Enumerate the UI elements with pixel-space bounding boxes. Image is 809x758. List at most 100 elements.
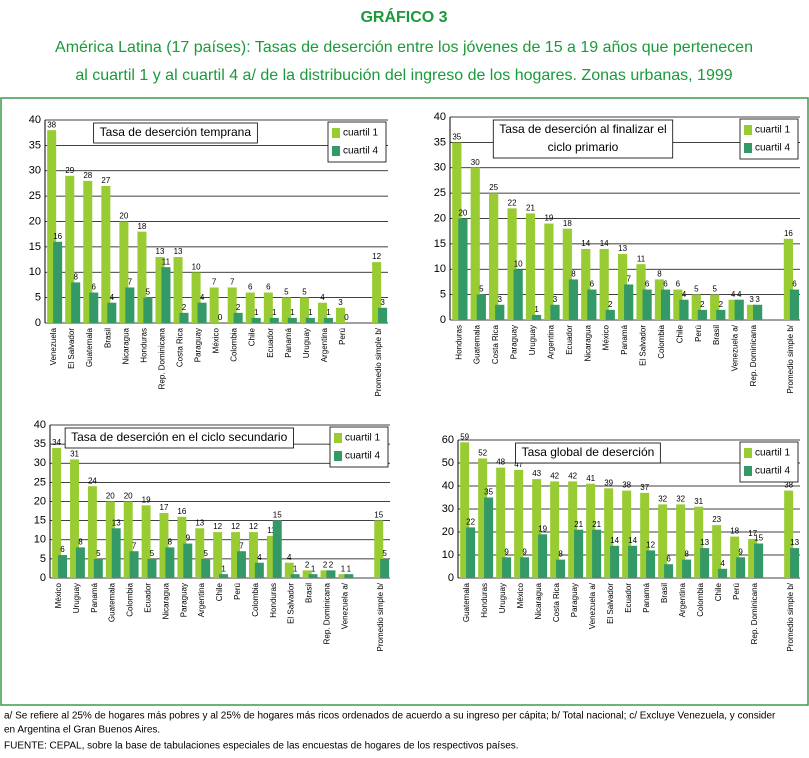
bar [101, 185, 111, 323]
bar [308, 574, 318, 578]
y-tick-label: 10 [29, 266, 41, 278]
data-label: 16 [784, 229, 793, 238]
x-tick-label: Uruguay [498, 583, 507, 613]
data-label: 5 [146, 288, 151, 297]
x-tick-label: Argentina [546, 324, 555, 359]
data-label: 6 [676, 280, 681, 289]
bar [165, 547, 175, 578]
x-tick-label: Colombia [126, 582, 135, 616]
bar [155, 257, 165, 323]
bar [624, 284, 634, 320]
data-label: 43 [532, 469, 541, 478]
data-label: 1 [290, 308, 295, 317]
y-tick-label: 25 [34, 476, 46, 488]
x-tick-label: Honduras [480, 583, 489, 618]
bar [338, 574, 348, 578]
bar [326, 570, 336, 578]
data-label: 27 [101, 176, 110, 185]
data-label: 5 [150, 549, 155, 558]
legend-label: cuartil 4 [755, 466, 790, 477]
data-label: 18 [137, 222, 146, 231]
bar [599, 248, 609, 320]
data-label: 7 [626, 275, 631, 284]
bar [664, 564, 674, 578]
data-label: 2 [323, 560, 328, 569]
bar [197, 302, 207, 323]
y-tick-label: 30 [34, 457, 46, 469]
data-label: 9 [522, 547, 527, 556]
x-tick-label: Rep. Dominicana [749, 324, 758, 386]
data-label: 8 [684, 550, 689, 559]
data-label: 6 [92, 283, 97, 292]
x-tick-label: Ecuador [144, 583, 153, 613]
bar [550, 304, 560, 320]
bar [83, 180, 93, 323]
bar [336, 307, 346, 323]
bar [628, 545, 638, 578]
x-tick-label: Costa Rica [176, 327, 185, 367]
y-tick-label: 30 [442, 503, 454, 515]
bar [372, 262, 382, 323]
data-label: 34 [52, 438, 61, 447]
legend-swatch [332, 128, 340, 138]
y-tick-label: 20 [442, 526, 454, 538]
x-tick-label: Uruguay [72, 583, 81, 613]
data-label: 13 [790, 538, 799, 547]
y-tick-label: 10 [34, 534, 46, 546]
x-tick-label: Honduras [139, 328, 148, 363]
bar [125, 287, 135, 323]
x-tick-label: Argentina [320, 327, 329, 362]
y-tick-label: 15 [434, 238, 446, 250]
bar [195, 528, 205, 578]
data-label: 35 [452, 132, 461, 141]
data-label: 6 [666, 554, 671, 563]
bar [75, 547, 85, 578]
bar [147, 558, 157, 578]
y-tick-label: 30 [29, 165, 41, 177]
title-box [515, 442, 661, 464]
bar [605, 309, 615, 320]
y-tick-label: 5 [40, 553, 46, 565]
data-label: 15 [273, 511, 282, 520]
x-tick-label: El Salvador [606, 583, 615, 624]
legend-swatch [744, 125, 752, 135]
bar [460, 442, 470, 578]
bar [53, 241, 63, 323]
data-label: 38 [622, 481, 631, 490]
data-label: 4 [110, 293, 115, 302]
x-tick-label: Chile [248, 327, 257, 346]
legend-swatch [332, 146, 340, 156]
data-label: 2 [182, 303, 187, 312]
data-label: 47 [514, 460, 523, 469]
bar [281, 297, 291, 323]
data-label: 37 [640, 483, 649, 492]
legend-swatch [334, 433, 342, 443]
data-label: 0 [344, 313, 349, 322]
bar [87, 486, 97, 578]
bar [730, 536, 740, 578]
x-tick-label: Panamá [642, 582, 651, 612]
x-tick-label: Paraguay [570, 583, 579, 617]
bar [618, 254, 628, 320]
bar [502, 557, 512, 578]
bar [70, 459, 79, 578]
data-label: 5 [694, 285, 699, 294]
data-label: 35 [484, 488, 493, 497]
bar [159, 512, 169, 578]
bar [532, 479, 542, 578]
data-label: 23 [712, 515, 721, 524]
bar [581, 248, 591, 320]
y-tick-label: 5 [440, 289, 446, 301]
data-label: 2 [700, 300, 705, 309]
data-label: 14 [610, 536, 619, 545]
bar [568, 481, 578, 578]
data-label: 20 [119, 212, 128, 221]
data-label: 14 [628, 536, 637, 545]
bar [177, 516, 187, 578]
data-label: 1 [326, 308, 331, 317]
x-tick-label: Rep. Dominicana [157, 327, 166, 389]
legend-label: cuartil 1 [755, 448, 790, 459]
data-label: 1 [347, 564, 352, 573]
data-label: 21 [574, 520, 583, 529]
bar [272, 520, 282, 578]
